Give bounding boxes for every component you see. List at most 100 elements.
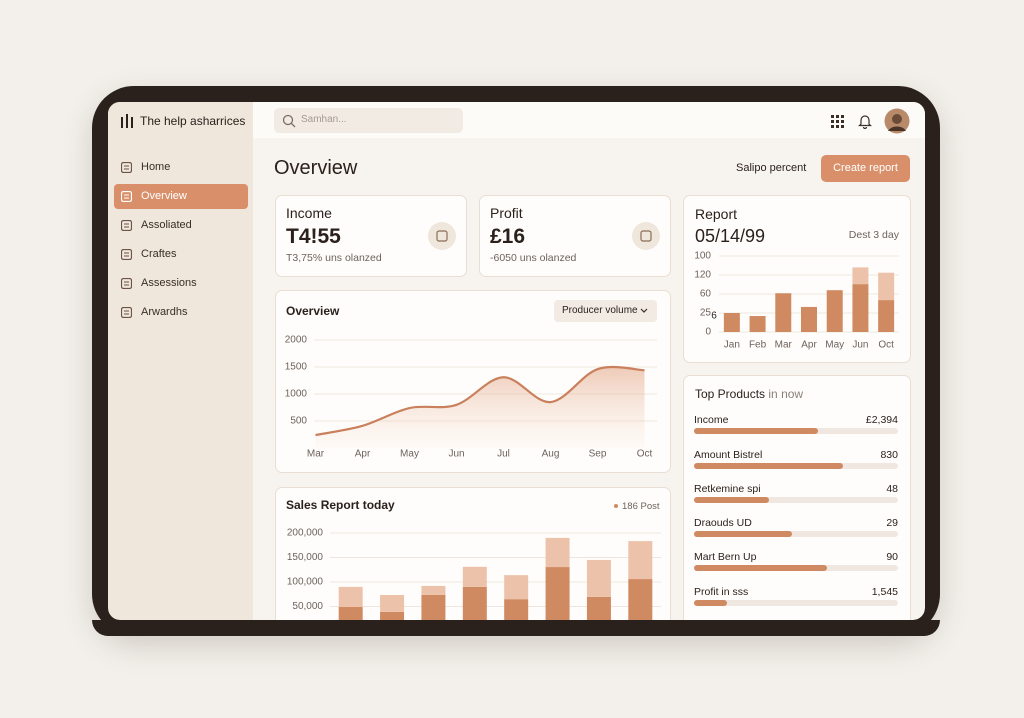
progress-fill xyxy=(694,463,843,469)
device-bezel-bottom xyxy=(92,620,940,636)
bar-segment xyxy=(775,293,792,332)
progress-track xyxy=(694,428,898,434)
search-icon xyxy=(282,114,296,128)
report-card xyxy=(683,195,911,363)
chart: 500 1000 1500 2000 Mar Apr May Jun Jul Aug Sep Oct xyxy=(285,335,657,460)
card-icon xyxy=(428,222,456,250)
nav-label: Assoliated xyxy=(141,219,192,231)
x-tick-label: Mar xyxy=(307,449,325,460)
x-tick-label: Jan xyxy=(724,340,740,351)
legend-dot xyxy=(614,504,618,508)
nav-label: Overview xyxy=(141,190,187,202)
card-value: T4!55 xyxy=(286,225,341,248)
x-tick-label: Jun xyxy=(448,449,464,460)
bar-segment xyxy=(586,559,611,597)
y-tick-label: 200,000 xyxy=(287,528,324,539)
progress-fill xyxy=(694,565,827,571)
search-box[interactable]: Samhan... xyxy=(274,108,463,133)
nav-icon xyxy=(121,307,132,318)
top-products-title: Top Products xyxy=(695,387,766,401)
progress-track xyxy=(694,600,898,606)
report-date: 05/14/99 xyxy=(695,226,766,246)
avatar[interactable] xyxy=(884,108,910,134)
product-value: 830 xyxy=(880,449,898,461)
y-tick-label: 50,000 xyxy=(292,601,323,612)
product-value: £2,394 xyxy=(865,414,898,426)
y-tick-label: 0 xyxy=(705,327,711,338)
nav-item[interactable]: Overview xyxy=(114,184,248,209)
overview-title: Overview xyxy=(286,304,340,318)
nav-item[interactable]: Home xyxy=(114,155,248,180)
nav-item[interactable]: Assessions xyxy=(114,271,248,296)
card-value: £16 xyxy=(490,225,526,248)
nav-label: Arwardhs xyxy=(141,306,188,318)
nav-icon xyxy=(121,220,132,231)
x-tick-label: May xyxy=(400,449,419,460)
progress-fill xyxy=(694,497,770,503)
progress-track xyxy=(694,531,898,537)
card-note: T3,75% uns olanzed xyxy=(286,252,382,264)
dropdown-label: Producer volume xyxy=(562,305,638,316)
card-title: Profit xyxy=(490,205,523,221)
product-name: Draouds UD xyxy=(694,517,752,529)
page-title: Overview xyxy=(274,157,358,179)
bar-segment xyxy=(628,541,653,580)
product-name: Amount Bistrel xyxy=(694,449,763,461)
legend-label: 186 Post xyxy=(622,501,660,512)
nav-item[interactable]: Assoliated xyxy=(114,213,248,238)
product-name: Profit in sss xyxy=(694,586,749,598)
x-tick-label: Apr xyxy=(355,449,371,460)
product-name: Mart Bern Up xyxy=(694,551,757,563)
y-tick-label: 150,000 xyxy=(287,552,324,563)
bar-segment xyxy=(421,585,446,595)
bar-segment xyxy=(826,290,843,332)
y-tick-label: 500 xyxy=(290,416,307,427)
nav-icon xyxy=(121,191,132,202)
header-link[interactable]: Salipo percent xyxy=(736,162,807,174)
top-products-subtitle: in now xyxy=(768,387,804,401)
nav-label: Home xyxy=(141,161,171,173)
bar-segment xyxy=(878,300,895,332)
nav-item[interactable]: Craftes xyxy=(114,242,248,267)
chart: 100 120 60 25 0 Jan Feb Mar Apr May Jun Oct 6 xyxy=(694,251,899,351)
product-value: 48 xyxy=(886,483,898,495)
dropdown[interactable]: Producer volume xyxy=(554,300,657,322)
product-name: Income xyxy=(694,414,729,426)
bar-segment xyxy=(504,575,529,600)
card-title: Income xyxy=(286,205,332,221)
bar-segment xyxy=(586,596,611,620)
product-row: Profit in sss 1,545 xyxy=(694,586,898,616)
bell-icon[interactable] xyxy=(858,113,872,129)
brand-logo xyxy=(121,114,133,128)
progress-fill xyxy=(694,428,819,434)
report-title: Report xyxy=(695,206,738,222)
product-row: Mart Bern Up 90 xyxy=(694,551,898,581)
bar-segment xyxy=(723,313,740,332)
bar-segment xyxy=(852,284,869,332)
apps-icon[interactable] xyxy=(831,115,844,128)
product-row: Amount Bistrel 830 xyxy=(694,449,898,479)
product-row: Draouds UD 29 xyxy=(694,517,898,547)
bar-segment xyxy=(504,599,529,620)
create-report-button[interactable]: Create report xyxy=(821,155,910,182)
progress-track xyxy=(694,497,898,503)
bar-segment xyxy=(462,566,487,587)
nav-item[interactable]: Arwardhs xyxy=(114,300,248,325)
bar-segment xyxy=(878,272,895,301)
bar-segment xyxy=(338,606,363,620)
x-tick-label: Mar xyxy=(775,340,793,351)
nav-icon xyxy=(121,162,132,173)
y-tick-label: 1000 xyxy=(285,389,308,400)
progress-track xyxy=(694,463,898,469)
bar-segment xyxy=(545,537,570,568)
bar-segment xyxy=(801,306,817,332)
y-tick-label: 120 xyxy=(694,270,711,281)
product-row: Income £2,394 xyxy=(694,414,898,444)
line xyxy=(315,365,645,437)
x-tick-label: Jun xyxy=(852,340,868,351)
progress-fill xyxy=(694,600,727,606)
chart: 50,000 100,000 150,000 200,000 xyxy=(287,528,661,620)
progress-track xyxy=(694,565,898,571)
